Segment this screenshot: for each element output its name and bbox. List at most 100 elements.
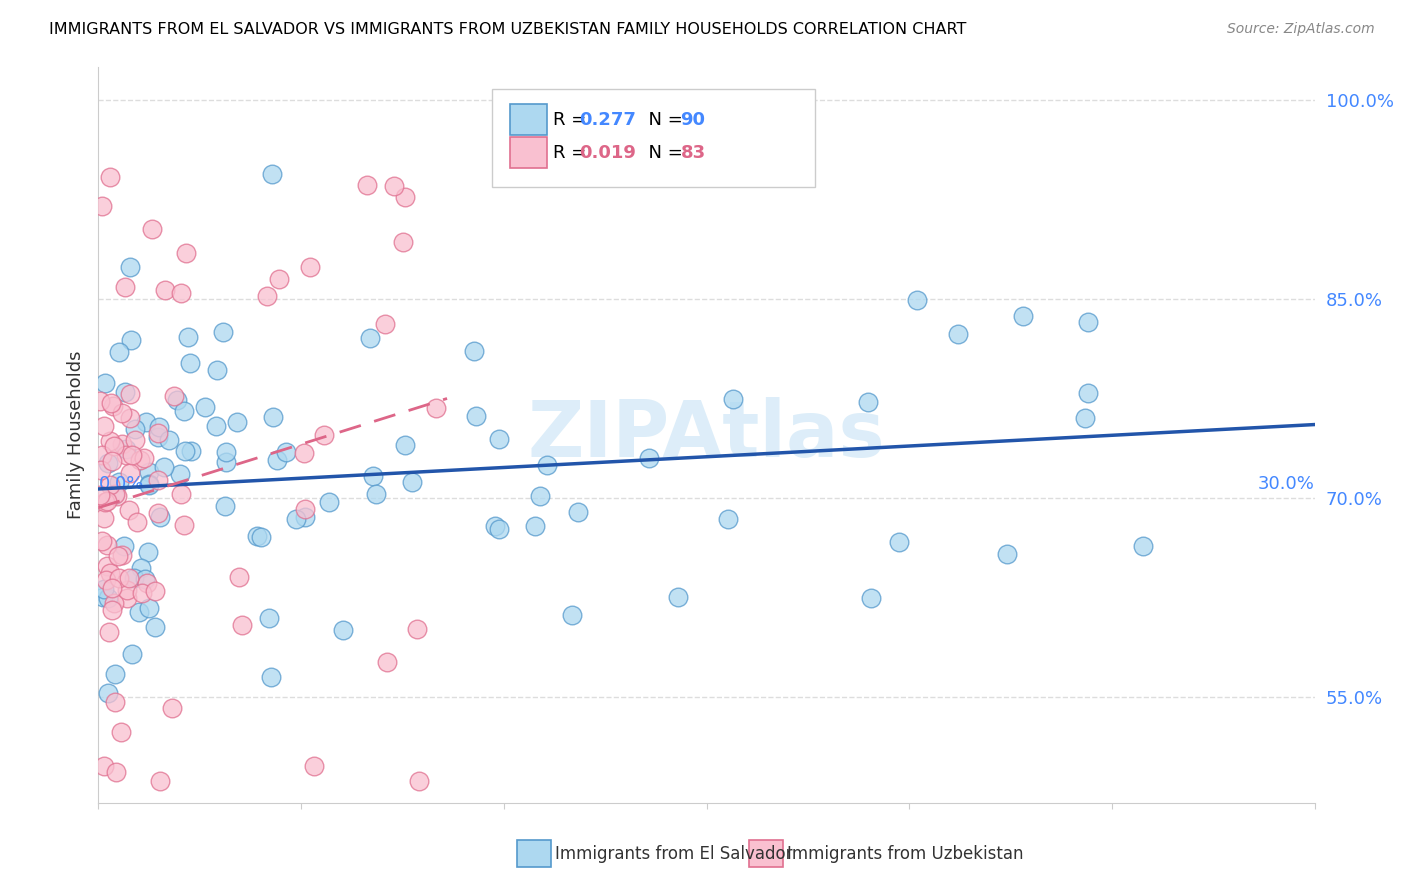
Point [90,199,112,213]
Point [666,590,689,604]
Point [394,438,416,452]
Point [129,561,152,575]
Point [375,656,398,670]
Point [115,591,138,605]
Point [721,392,744,406]
Point [274,445,297,459]
Point [134,572,156,586]
Point [146,430,169,444]
Point [94,376,117,391]
Point [89,488,111,502]
Point [146,425,169,440]
Point [638,450,661,465]
Point [298,260,321,274]
Point [302,759,325,773]
Point [312,428,335,442]
Point [262,409,284,424]
Point [536,458,558,472]
Point [294,502,316,516]
Point [103,596,125,610]
Text: Immigrants from El Salvador: Immigrants from El Salvador [555,845,793,863]
Point [212,325,235,339]
Point [120,411,142,425]
Point [97,624,120,639]
Point [157,433,180,447]
Point [124,433,146,447]
Text: 83: 83 [681,144,706,161]
Point [1076,386,1098,401]
Point [215,455,238,469]
Point [93,511,115,525]
Point [356,178,378,193]
Point [100,396,122,410]
Point [97,591,120,605]
Point [89,393,111,408]
Point [205,419,228,434]
Point [108,571,131,585]
Point [138,477,160,491]
Point [856,395,879,409]
Point [231,618,253,632]
Point [149,509,172,524]
Point [90,463,112,477]
Point [394,190,416,204]
Point [96,538,118,552]
Point [292,446,315,460]
Point [115,583,138,598]
Point [155,283,177,297]
Point [561,608,583,623]
Point [170,285,193,300]
Point [104,487,127,501]
Point [111,406,134,420]
Point [118,387,141,401]
Point [138,466,160,480]
Point [90,533,112,548]
Text: ZIPAtlas: ZIPAtlas [527,397,886,473]
Point [1132,539,1154,553]
Y-axis label: Family Households: Family Households [66,351,84,519]
Point [103,439,125,453]
Point [125,515,148,529]
Point [524,519,547,533]
Point [105,489,128,503]
Point [91,590,114,604]
Point [94,573,117,587]
Point [120,333,142,347]
Point [114,384,136,399]
Point [425,401,447,415]
Point [128,605,150,619]
Point [103,399,125,413]
Point [174,443,197,458]
Point [148,420,170,434]
Text: 30.0%: 30.0% [1258,475,1315,493]
Point [112,539,135,553]
Text: IMMIGRANTS FROM EL SALVADOR VS IMMIGRANTS FROM UZBEKISTAN FAMILY HOUSEHOLDS CORR: IMMIGRANTS FROM EL SALVADOR VS IMMIGRANT… [49,22,966,37]
Point [401,475,423,489]
Point [948,327,970,342]
Point [228,570,250,584]
Point [215,445,238,459]
Point [121,448,143,462]
Text: Immigrants from Uzbekistan: Immigrants from Uzbekistan [787,845,1024,863]
Point [114,448,136,462]
Point [259,670,281,684]
Point [887,534,910,549]
Point [136,576,159,591]
Point [97,456,120,470]
Point [266,453,288,467]
Point [96,559,118,574]
Point [408,774,430,789]
Point [110,724,132,739]
Point [1012,310,1035,324]
Text: Source: ZipAtlas.com: Source: ZipAtlas.com [1227,22,1375,37]
Point [179,356,201,370]
Point [226,415,249,429]
Point [177,330,200,344]
Point [153,460,176,475]
Point [173,517,195,532]
Point [382,178,405,193]
Point [484,518,506,533]
Point [138,545,160,559]
Point [488,522,510,536]
Point [488,432,510,446]
